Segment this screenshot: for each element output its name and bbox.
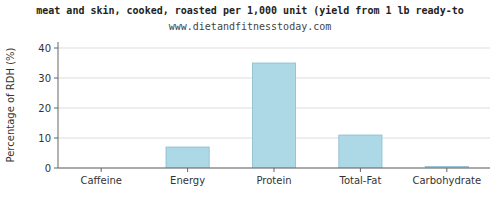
y-tick-label: 20 [38,103,51,114]
bar [252,63,295,168]
grid-line [58,48,490,49]
y-tick [54,48,58,49]
x-tick-label: Caffeine [80,175,121,186]
x-tick-label: Energy [170,175,205,186]
bar [166,147,209,168]
x-axis: Caffeine Energy Protein Total-Fat Carbohydra… [80,168,481,186]
page: {"chart_data": {"type": "bar", "title": … [0,0,500,200]
bar [339,135,382,168]
y-tick [54,168,58,169]
x-tick [187,168,188,172]
y-tick [54,138,58,139]
x-tick [101,168,102,172]
y-axis-line [58,42,59,168]
y-tick-label: 10 [38,133,51,144]
bars [166,63,468,168]
x-tick-label: Total-Fat [338,175,381,186]
x-tick-label: Carbohydrate [412,175,481,186]
y-tick-label: 30 [38,73,51,84]
chart: meat and skin, cooked, roasted per 1,000… [0,0,500,200]
y-axis-label: Percentage of RDH (%) [5,47,16,162]
x-tick [274,168,275,172]
y-tick-label: 40 [38,43,51,54]
y-axis: 0 10 20 30 40 [38,43,490,174]
y-tick [54,108,58,109]
subtitle: www.dietandfitnesstoday.com [169,21,332,32]
chart-container: meat and skin, cooked, roasted per 1,000… [0,0,500,200]
y-tick [54,78,58,79]
y-tick-label: 0 [45,163,51,174]
title: meat and skin, cooked, roasted per 1,000… [36,5,463,16]
x-tick-label: Protein [256,175,291,186]
x-tick [360,168,361,172]
x-tick [446,168,447,172]
